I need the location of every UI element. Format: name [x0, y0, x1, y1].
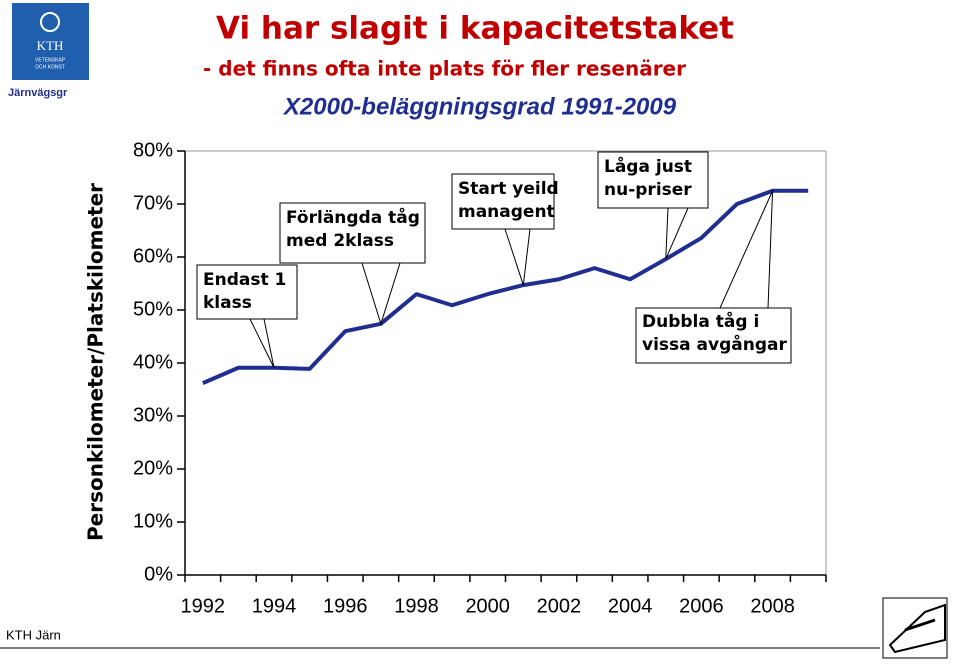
- callout-box: [635, 307, 792, 364]
- x-tick-label: 2000: [465, 595, 510, 617]
- x-tick-label: 1994: [252, 595, 297, 617]
- callout-text: Dubbla tåg i: [642, 310, 759, 332]
- x-tick-label: 1992: [181, 595, 226, 617]
- logo-unit: Järnvägsgr: [8, 87, 68, 99]
- x-tick-label: 1996: [323, 595, 368, 617]
- logo-crown: [40, 12, 60, 32]
- callout-box: [451, 173, 555, 230]
- chart-title: X2000-beläggningsgrad 1991-2009: [282, 93, 677, 120]
- y-tick-label: 80%: [133, 139, 173, 161]
- callout-pointer: [665, 207, 689, 260]
- x-tick-label: 2006: [679, 595, 724, 617]
- callout-text: Låga just: [604, 155, 692, 177]
- callout-text: Förlängda tåg: [286, 206, 420, 228]
- data-line: [202, 188, 809, 385]
- callout-text: managent: [458, 202, 555, 222]
- slide-subtitle: - det finns ofta inte plats för fler res…: [203, 57, 686, 81]
- plot-frame: [185, 150, 827, 575]
- callout-text: vissa avgångar: [642, 333, 787, 355]
- callout-pointer: [719, 190, 774, 309]
- callout-pointer: [504, 228, 531, 286]
- logo-box: [12, 3, 89, 80]
- callout-pointer: [361, 262, 401, 326]
- y-axis-label: Personkilometer/Platskilometer: [84, 183, 108, 541]
- y-tick-label: 40%: [133, 351, 173, 373]
- callout-box: [597, 151, 709, 209]
- logo-motto: VETENSKAP: [35, 57, 66, 63]
- callout-pointer: [249, 318, 275, 368]
- footer: KTH Järn: [6, 627, 61, 642]
- x-tick-label: 2008: [750, 595, 795, 617]
- callout-box: [279, 202, 426, 264]
- callout-text: Start yeild: [458, 179, 559, 199]
- logo-motto: OCH KONST: [35, 64, 65, 70]
- y-tick-label: 50%: [133, 298, 173, 320]
- train-icon: [882, 597, 948, 659]
- y-tick-label: 60%: [133, 245, 173, 267]
- callout-box: [196, 264, 298, 320]
- callout-text: med 2klass: [286, 231, 394, 251]
- callout-text: nu-priser: [604, 180, 692, 200]
- logo-name: KTH: [37, 38, 64, 53]
- slide-title: Vi har slagit i kapacitetstaket: [216, 11, 734, 47]
- y-tick-label: 20%: [133, 457, 173, 479]
- callout-text: Endast 1: [203, 270, 286, 290]
- callout-text: klass: [203, 293, 252, 313]
- y-tick-label: 10%: [133, 510, 173, 532]
- x-tick-label: 1998: [394, 595, 439, 617]
- x-tick-label: 2002: [537, 595, 582, 617]
- x-tick-label: 2004: [608, 595, 653, 617]
- y-tick-label: 70%: [133, 192, 173, 214]
- y-tick-label: 0%: [144, 563, 173, 585]
- y-tick-label: 30%: [133, 404, 173, 426]
